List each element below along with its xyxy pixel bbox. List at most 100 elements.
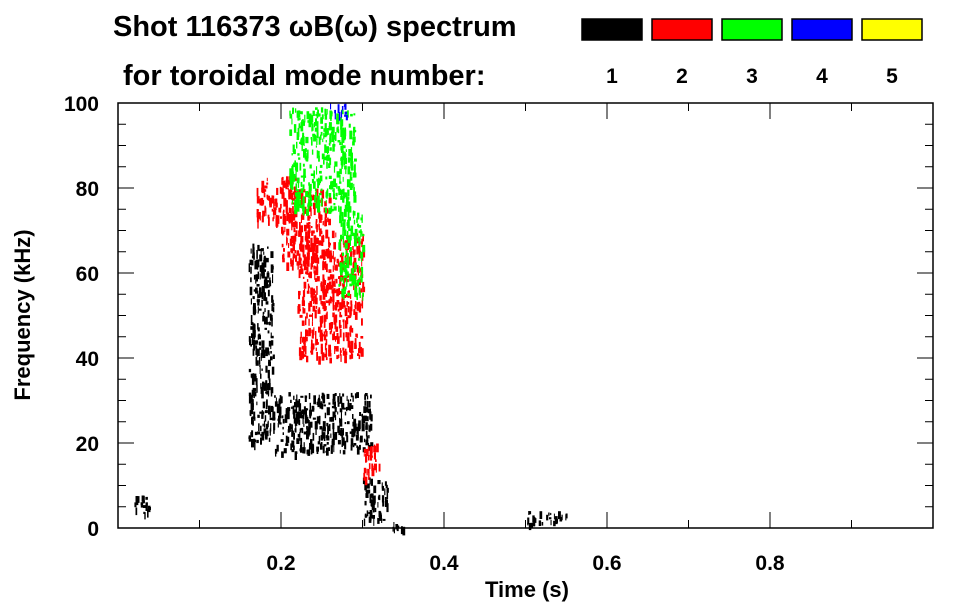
spectrum-speck	[281, 243, 284, 248]
spectrum-speck	[345, 201, 348, 211]
spectrum-speck	[259, 365, 261, 374]
spectrum-speck	[311, 405, 315, 412]
spectrum-speck	[328, 344, 331, 352]
spectrum-speck	[302, 189, 306, 193]
spectrum-speck	[290, 260, 294, 267]
spectrum-speck	[288, 213, 292, 219]
spectrum-speck	[144, 512, 146, 520]
spectrum-speck	[266, 272, 270, 278]
spectrum-speck	[268, 378, 271, 388]
spectrum-speck	[249, 339, 252, 346]
spectrum-speck	[309, 442, 311, 449]
spectrum-speck	[298, 123, 301, 127]
spectrum-speck	[326, 161, 328, 169]
spectrum-speck	[359, 346, 363, 350]
spectrum-speck	[342, 347, 345, 351]
spectrum-speck	[305, 231, 308, 237]
spectrum-speck	[352, 262, 356, 270]
spectrum-speck	[301, 244, 305, 253]
spectrum-speck	[339, 314, 343, 318]
spectrum-speck	[264, 205, 266, 213]
spectrum-speck	[369, 411, 372, 420]
spectrum-speck	[325, 450, 327, 453]
spectrum-speck	[316, 178, 320, 182]
spectrum-speck	[292, 256, 294, 265]
spectrum-speck	[337, 308, 340, 312]
spectrum-speck	[306, 222, 310, 229]
spectrum-speck	[549, 517, 552, 520]
spectrum-speck	[278, 207, 282, 213]
spectrum-speck	[251, 416, 254, 425]
spectrum-speck	[298, 403, 302, 412]
spectrum-speck	[323, 134, 327, 138]
spectrum-speck	[333, 194, 335, 200]
spectrum-speck	[326, 263, 328, 273]
spectrum-speck	[367, 468, 370, 473]
spectrum-speck	[347, 219, 350, 229]
spectrum-speck	[344, 127, 346, 134]
spectrum-speck	[268, 340, 272, 347]
spectrum-speck	[282, 258, 285, 263]
spectrum-speck	[357, 223, 360, 227]
spectrum-speck	[313, 237, 316, 244]
spectrum-speck	[357, 212, 360, 220]
spectrum-speck	[336, 127, 339, 133]
spectrum-speck	[252, 387, 256, 395]
spectrum-speck	[339, 168, 342, 175]
spectrum-speck	[364, 394, 367, 400]
spectrum-speck	[292, 261, 294, 269]
spectrum-speck	[256, 209, 259, 215]
spectrum-speck	[352, 444, 355, 448]
spectrum-speck	[305, 136, 309, 144]
spectrum-speck	[290, 236, 293, 240]
spectrum-speck	[302, 163, 305, 167]
spectrum-speck	[347, 421, 350, 425]
spectrum-speck	[300, 124, 304, 132]
spectrum-speck	[263, 257, 267, 264]
spectrum-speck	[260, 425, 262, 432]
spectrum-speck	[264, 431, 267, 436]
spectrum-speck	[282, 426, 284, 430]
spectrum-speck	[301, 120, 303, 126]
spectrum-speck	[329, 417, 333, 422]
spectrum-speck	[354, 172, 357, 178]
spectrum-speck	[147, 505, 151, 513]
spectrum-speck	[340, 412, 342, 420]
spectrum-speck	[335, 192, 338, 197]
spectrum-speck	[318, 394, 320, 401]
spectrum-speck	[300, 331, 302, 338]
spectrum-speck	[336, 300, 340, 305]
spectrum-speck	[267, 420, 269, 428]
spectrum-speck	[341, 136, 343, 146]
spectrum-speck	[325, 435, 328, 439]
spectrum-speck	[331, 208, 334, 212]
spectrum-speck	[303, 168, 305, 174]
spectrum-speck	[358, 303, 362, 313]
spectrum-speck	[302, 290, 305, 298]
spectrum-speck	[331, 274, 335, 279]
spectrum-speck	[294, 205, 298, 215]
spectrum-speck	[258, 357, 261, 365]
spectrum-speck	[381, 482, 383, 489]
spectrum-speck	[309, 204, 312, 211]
spectrum-speck	[299, 265, 301, 269]
spectrum-speck	[304, 114, 306, 123]
spectrum-speck	[363, 467, 367, 474]
spectrum-speck	[402, 526, 406, 536]
spectrum-speck	[269, 277, 271, 282]
spectrum-speck	[295, 221, 298, 229]
spectrum-speck	[320, 131, 323, 136]
spectrum-region-mode-2	[297, 230, 366, 365]
spectrum-speck	[349, 247, 352, 252]
spectrum-speck	[308, 393, 311, 400]
spectrum-speck	[550, 519, 552, 526]
spectrum-speck	[347, 166, 351, 175]
spectrum-speck	[307, 204, 309, 207]
spectrum-speck	[334, 161, 338, 167]
spectrum-speck	[281, 230, 284, 234]
spectrum-speck	[251, 255, 255, 259]
spectrum-speck	[289, 238, 293, 246]
spectrum-speck	[370, 394, 372, 399]
spectrum-speck	[558, 511, 561, 520]
spectrum-speck	[347, 295, 350, 298]
